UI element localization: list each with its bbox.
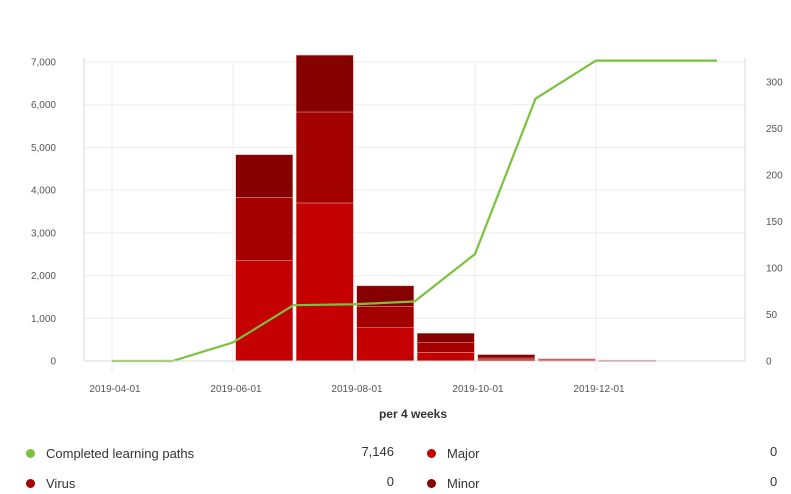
- axes: 0 1,000 2,000 3,000 4,000 5,000 6,000 7,000 0 50 1…: [31, 58, 783, 396]
- bar-segment: [296, 111, 354, 204]
- legend-dot-icon: [26, 448, 35, 458]
- x-tick-label: 2019-10-01: [452, 384, 504, 395]
- legend-dot-icon: [427, 448, 436, 458]
- x-tick-label: 2019-06-01: [210, 384, 262, 395]
- bar-segment: [417, 332, 475, 343]
- legend-value: 7,146: [361, 444, 394, 459]
- legend-label: Completed learning paths: [46, 445, 195, 461]
- y-tick-label-right: 0: [766, 357, 772, 368]
- bar-segment: [296, 54, 354, 113]
- y-tick-label-right: 200: [766, 171, 783, 182]
- legend-value: 0: [770, 444, 778, 459]
- legend-value: 0: [386, 474, 394, 489]
- bar-segment: [417, 352, 475, 362]
- y-tick-label-right: 300: [766, 78, 783, 89]
- legend-value: 0: [770, 474, 778, 489]
- legend-item-virus[interactable]: Virus: [26, 472, 75, 494]
- legend-dot-icon: [26, 478, 35, 488]
- y-tick-label-left: 6,000: [31, 100, 56, 111]
- line-series: [112, 59, 717, 363]
- legend-item-minor[interactable]: Minor: [427, 472, 480, 494]
- y-tick-label-left: 4,000: [31, 186, 56, 197]
- x-tick-label: 2019-12-01: [573, 384, 625, 395]
- y-tick-label-left: 1,000: [31, 314, 56, 325]
- y-tick-label-right: 150: [766, 217, 783, 228]
- legend-label: Minor: [447, 475, 480, 491]
- legend-dot-icon: [427, 478, 436, 488]
- legend-label: Virus: [46, 475, 76, 491]
- y-tick-label-right: 50: [766, 310, 778, 321]
- legend: Completed learning paths 7,146 Virus 0 M…: [0, 438, 791, 492]
- y-tick-label-left: 0: [50, 357, 56, 368]
- x-tick-label: 2019-04-01: [89, 384, 141, 395]
- legend-item-completed-learning-paths[interactable]: Completed learning paths: [26, 442, 194, 464]
- bar-segment: [296, 202, 354, 362]
- y-tick-label-left: 7,000: [31, 58, 56, 69]
- bar-segment: [477, 357, 535, 360]
- bar-segment: [356, 306, 414, 328]
- bar-segment: [235, 197, 293, 261]
- y-tick-label-left: 5,000: [31, 143, 56, 154]
- y-tick-label-left: 2,000: [31, 271, 56, 282]
- bar-segment: [235, 154, 293, 198]
- bar-segment: [356, 327, 414, 362]
- bar-series: [235, 54, 656, 362]
- y-tick-label-left: 3,000: [31, 228, 56, 239]
- chart: 0 1,000 2,000 3,000 4,000 5,000 6,000 7,000 0 50 1…: [31, 54, 783, 421]
- legend-label: Major: [447, 445, 480, 461]
- bar-segment: [417, 342, 475, 353]
- legend-item-major[interactable]: Major: [427, 442, 480, 464]
- bar-segment: [477, 354, 535, 359]
- x-tick-label: 2019-08-01: [331, 384, 383, 395]
- grid: [84, 61, 745, 373]
- y-tick-label-right: 100: [766, 264, 783, 275]
- line-completed-learning-paths: [112, 59, 717, 363]
- bar-segment: [538, 358, 596, 360]
- y-tick-label-right: 250: [766, 124, 783, 135]
- x-axis-label: per 4 weeks: [379, 407, 447, 421]
